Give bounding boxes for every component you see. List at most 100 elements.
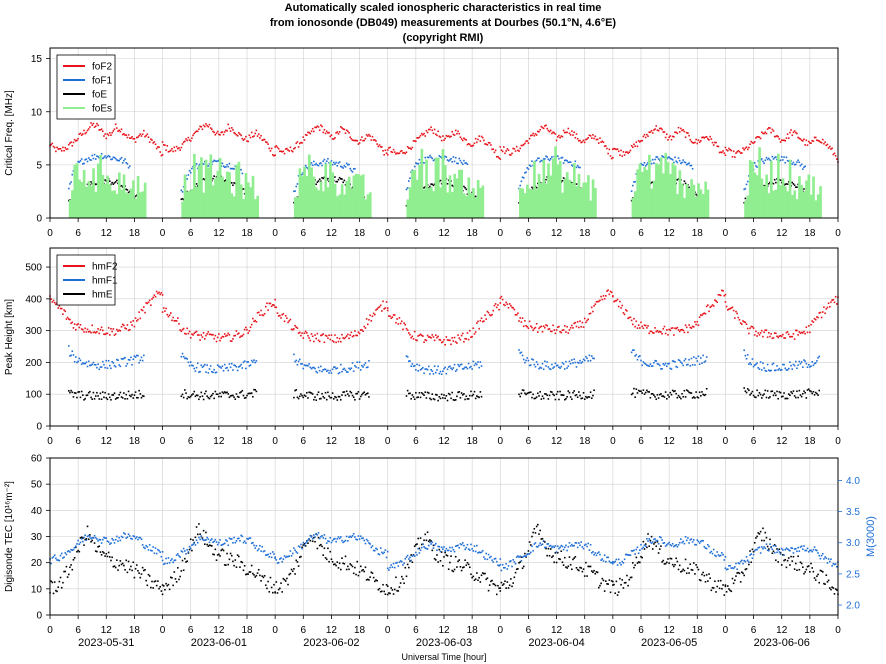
series-hmE-point	[524, 392, 526, 395]
series-foF2-point	[348, 131, 350, 134]
series-hmF1-point	[791, 368, 794, 370]
series-hmE-point	[351, 394, 354, 397]
series-tec-0-point	[386, 585, 389, 587]
series-hmF2-point	[192, 334, 194, 336]
series-tec-1-point	[757, 546, 760, 549]
series-tec-0-point	[304, 545, 307, 547]
series-foEs-bar	[533, 161, 536, 218]
series-hmF2-point	[588, 312, 591, 315]
series-hmE-point	[71, 391, 74, 394]
series-hmF2-point	[592, 310, 594, 313]
series-hmF2-point	[92, 331, 95, 334]
y-tick-label: 400	[25, 294, 42, 305]
series-hmF1-point	[114, 365, 117, 368]
series-foF1-point	[408, 180, 410, 182]
series-foF1-point	[113, 156, 116, 159]
series-hmE-point	[230, 394, 233, 397]
series-tec-1-point	[405, 556, 408, 558]
series-tec-0-point	[150, 586, 152, 589]
series-tec-0-point	[159, 585, 162, 588]
series-tec-1-point	[266, 554, 268, 556]
series-tec-1-point	[546, 543, 548, 545]
series-tec-0-point	[629, 576, 632, 579]
series-tec-0-point	[307, 542, 309, 544]
series-foE-point	[96, 183, 98, 185]
series-hmF2-point	[109, 334, 111, 336]
series-hmE-point	[576, 396, 579, 398]
series-hmE-point	[321, 392, 323, 395]
series-tec-1-point	[140, 538, 143, 540]
series-tec-0-point	[710, 589, 713, 592]
series-hmF2-point	[624, 309, 627, 311]
series-foF1-point	[233, 168, 235, 170]
series-foEs-bar	[453, 173, 457, 218]
series-hmF2-point	[181, 328, 184, 331]
series-hmE-point	[366, 392, 369, 395]
series-hmE-point	[586, 397, 588, 399]
series-tec-1-point	[749, 554, 751, 556]
series-hmF1-point	[106, 367, 109, 369]
series-hmF1-point	[340, 363, 342, 366]
series-tec-1-point	[311, 537, 314, 540]
series-foF2-point	[119, 130, 122, 133]
series-hmE-point	[189, 395, 192, 398]
series-tec-1-point	[655, 540, 658, 542]
series-hmF1-point	[806, 366, 809, 369]
series-tec-0-point	[697, 568, 700, 571]
series-hmF1-point	[307, 364, 309, 367]
series-hmE-point	[359, 395, 362, 398]
series-tec-0-point	[137, 569, 139, 572]
series-hmF1-point	[745, 357, 748, 360]
series-hmF1-point	[653, 361, 655, 364]
series-tec-0-point	[481, 572, 484, 574]
x-tick-label: 6	[301, 436, 307, 447]
series-tec-1-point	[131, 538, 133, 540]
series-foF1-point	[123, 159, 125, 162]
series-hmE-point	[82, 394, 84, 396]
series-foF2-point	[635, 141, 638, 144]
series-hmF2-point	[288, 320, 291, 322]
series-foEs-bar	[411, 170, 414, 218]
series-tec-0-point	[730, 590, 733, 593]
series-hmF2-point	[309, 339, 312, 342]
series-tec-0-point	[362, 568, 364, 571]
series-hmF2-point	[385, 301, 388, 303]
series-hmF2-point	[616, 298, 619, 301]
series-hmF1-point	[187, 361, 190, 364]
series-foF2-point	[179, 149, 181, 151]
series-tec-0-point	[80, 536, 83, 539]
series-hmF1-point	[692, 356, 695, 358]
series-foF2-point	[762, 132, 764, 135]
series-foEs-bar	[432, 191, 435, 218]
series-tec-1-point	[397, 565, 400, 567]
series-hmE-point	[347, 393, 349, 395]
series-tec-1-point	[515, 556, 518, 558]
series-hmF1-point	[141, 359, 144, 362]
series-hmF1-point	[321, 370, 323, 373]
series-foF2-point	[757, 136, 760, 138]
series-hmE-point	[318, 397, 321, 400]
series-tec-0-point	[789, 564, 791, 566]
series-foF2-point	[247, 140, 249, 143]
series-tec-0-point	[144, 568, 146, 571]
series-hmF2-point	[177, 317, 179, 319]
series-tec-1-point	[194, 544, 197, 546]
series-hmE-point	[528, 391, 531, 394]
series-hmF1-point	[209, 365, 212, 367]
series-foF2-point	[764, 131, 767, 134]
series-foF2-point	[558, 134, 560, 137]
series-tec-0-point	[753, 541, 756, 544]
series-hmF2-point	[648, 332, 651, 335]
series-foEs-bar	[638, 163, 642, 218]
series-hmF2-point	[267, 309, 269, 311]
series-tec-1-point	[434, 542, 437, 545]
series-hmF1-point	[79, 359, 82, 362]
series-hmF2-point	[352, 334, 355, 337]
series-foF2-point	[644, 136, 647, 139]
series-foF2-point	[280, 150, 282, 153]
series-tec-0-point	[233, 564, 235, 567]
series-tec-0-point	[282, 577, 285, 580]
series-hmF1-point	[302, 367, 305, 370]
series-hmE-point	[96, 391, 98, 394]
series-tec-1-point	[135, 536, 138, 538]
